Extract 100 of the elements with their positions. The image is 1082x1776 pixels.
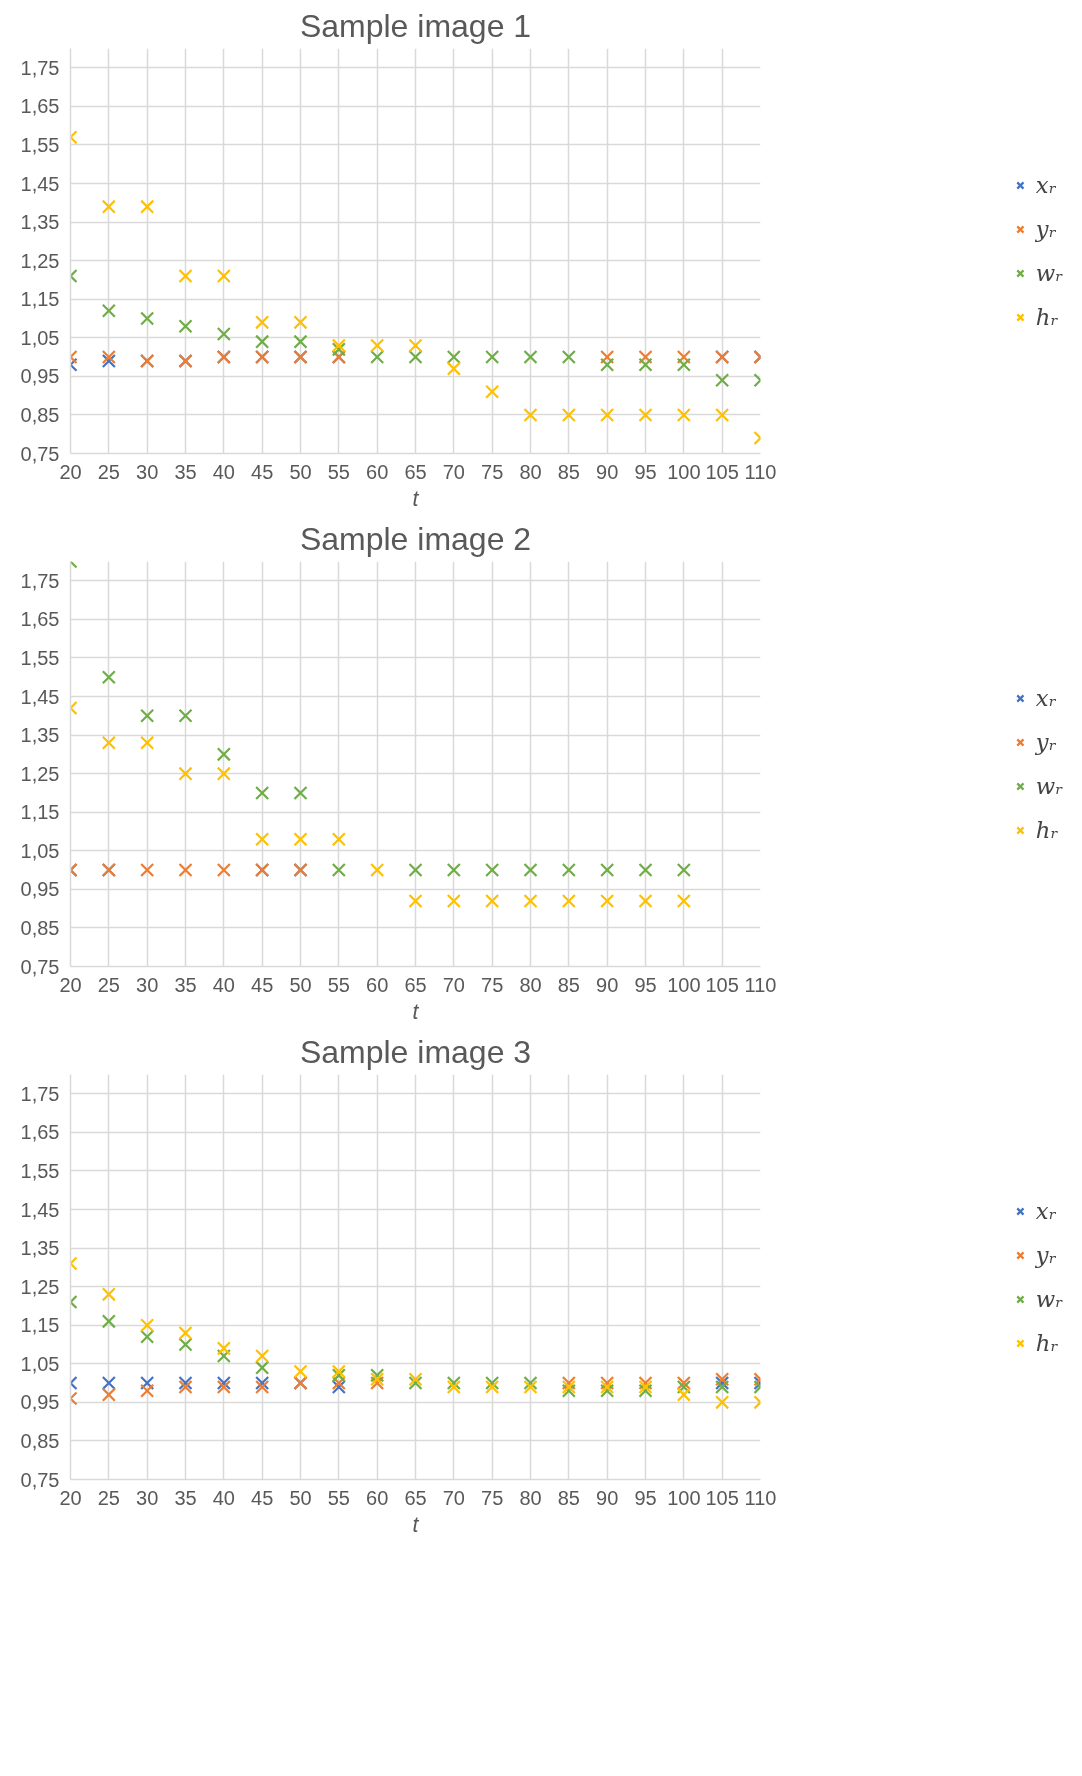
x-tick-label: 80 (519, 1486, 542, 1509)
x-tick-label: 25 (97, 460, 120, 483)
x-tick-label: 50 (289, 973, 312, 996)
y-tick-label: 1,05 (20, 1352, 60, 1375)
legend-label: wᵣ (1035, 259, 1064, 286)
y-tick-label: 1,15 (20, 801, 60, 824)
x-tick-label: 70 (442, 460, 465, 483)
x-tick-label: 45 (251, 1486, 274, 1509)
legend-label: hᵣ (1035, 816, 1059, 843)
x-tick-label: 105 (705, 973, 739, 996)
x-tick-label: 100 (667, 1486, 701, 1509)
x-axis-title: t (412, 1512, 420, 1537)
y-tick-label: 1,25 (20, 249, 60, 272)
x-tick-label: 30 (136, 973, 159, 996)
y-tick-label: 1,75 (20, 1082, 60, 1105)
x-tick-label: 90 (596, 1486, 619, 1509)
x-tick-label: 20 (59, 1486, 82, 1509)
y-tick-label: 0,95 (20, 878, 60, 901)
y-tick-label: 1,75 (20, 569, 60, 592)
x-tick-label: 50 (289, 1486, 312, 1509)
y-tick-label: 0,85 (20, 1429, 60, 1452)
y-tick-label: 1,45 (20, 685, 60, 708)
x-tick-label: 105 (705, 460, 739, 483)
y-tick-label: 0,85 (20, 403, 60, 426)
y-tick-label: 1,65 (20, 608, 60, 631)
x-tick-label: 80 (519, 973, 542, 996)
chart-title: Sample image 2 (299, 520, 532, 557)
x-tick-label: 55 (327, 973, 350, 996)
x-tick-label: 30 (136, 1486, 159, 1509)
legend-label: xᵣ (1035, 171, 1057, 198)
y-tick-label: 1,65 (20, 1121, 60, 1144)
y-tick-label: 1,05 (20, 326, 60, 349)
legend-label: hᵣ (1035, 303, 1059, 330)
x-tick-label: 100 (667, 973, 701, 996)
y-tick-label: 0,75 (20, 955, 60, 978)
x-tick-label: 25 (97, 1486, 120, 1509)
x-tick-label: 70 (442, 1486, 465, 1509)
y-tick-label: 1,55 (20, 133, 60, 156)
x-tick-label: 35 (174, 1486, 197, 1509)
y-tick-label: 1,75 (20, 56, 60, 79)
x-tick-label: 95 (634, 973, 657, 996)
x-tick-label: 30 (136, 460, 159, 483)
y-tick-label: 0,85 (20, 916, 60, 939)
x-tick-label: 75 (481, 1486, 504, 1509)
y-tick-label: 1,35 (20, 211, 60, 234)
x-tick-label: 85 (557, 1486, 580, 1509)
y-tick-label: 1,45 (20, 1198, 60, 1221)
x-tick-label: 45 (251, 460, 274, 483)
y-tick-label: 1,05 (20, 839, 60, 862)
legend-label: yᵣ (1035, 215, 1057, 242)
legend-label: xᵣ (1035, 684, 1057, 711)
y-tick-label: 0,75 (20, 1468, 60, 1491)
legend-label: yᵣ (1035, 728, 1057, 755)
x-tick-label: 20 (59, 460, 82, 483)
x-tick-label: 105 (705, 1486, 739, 1509)
x-tick-label: 60 (366, 1486, 389, 1509)
x-tick-label: 40 (212, 973, 235, 996)
x-tick-label: 75 (481, 460, 504, 483)
x-axis-title: t (412, 999, 420, 1024)
x-tick-label: 80 (519, 460, 542, 483)
y-tick-label: 1,45 (20, 172, 60, 195)
x-tick-label: 85 (557, 460, 580, 483)
x-tick-label: 110 (744, 1486, 777, 1509)
x-tick-label: 100 (667, 460, 701, 483)
x-tick-label: 55 (327, 1486, 350, 1509)
y-tick-label: 1,15 (20, 1314, 60, 1337)
x-tick-label: 20 (59, 973, 82, 996)
x-tick-label: 35 (174, 973, 197, 996)
x-tick-label: 55 (327, 460, 350, 483)
x-tick-label: 70 (442, 973, 465, 996)
x-tick-label: 65 (404, 460, 427, 483)
y-tick-label: 1,35 (20, 724, 60, 747)
x-tick-label: 75 (481, 973, 504, 996)
chart-title: Sample image 3 (299, 1033, 532, 1070)
y-tick-label: 1,55 (20, 1159, 60, 1182)
x-tick-label: 65 (404, 973, 427, 996)
legend-label: wᵣ (1035, 1285, 1064, 1312)
x-tick-label: 40 (212, 460, 235, 483)
y-tick-label: 1,25 (20, 1275, 60, 1298)
y-tick-label: 1,35 (20, 1237, 60, 1260)
x-tick-label: 35 (174, 460, 197, 483)
x-tick-label: 25 (97, 973, 120, 996)
x-tick-label: 95 (634, 460, 657, 483)
x-tick-label: 45 (251, 973, 274, 996)
legend-label: xᵣ (1035, 1197, 1057, 1224)
x-tick-label: 50 (289, 460, 312, 483)
x-tick-label: 110 (744, 973, 777, 996)
legend-label: wᵣ (1035, 772, 1064, 799)
y-tick-label: 1,25 (20, 762, 60, 785)
y-tick-label: 1,65 (20, 95, 60, 118)
x-tick-label: 90 (596, 460, 619, 483)
x-tick-label: 90 (596, 973, 619, 996)
x-tick-label: 110 (744, 460, 777, 483)
x-tick-label: 95 (634, 1486, 657, 1509)
legend-label: hᵣ (1035, 1329, 1059, 1356)
y-tick-label: 0,95 (20, 1391, 60, 1414)
x-tick-label: 65 (404, 1486, 427, 1509)
x-tick-label: 85 (557, 973, 580, 996)
y-tick-label: 0,75 (20, 442, 60, 465)
y-tick-label: 1,15 (20, 288, 60, 311)
